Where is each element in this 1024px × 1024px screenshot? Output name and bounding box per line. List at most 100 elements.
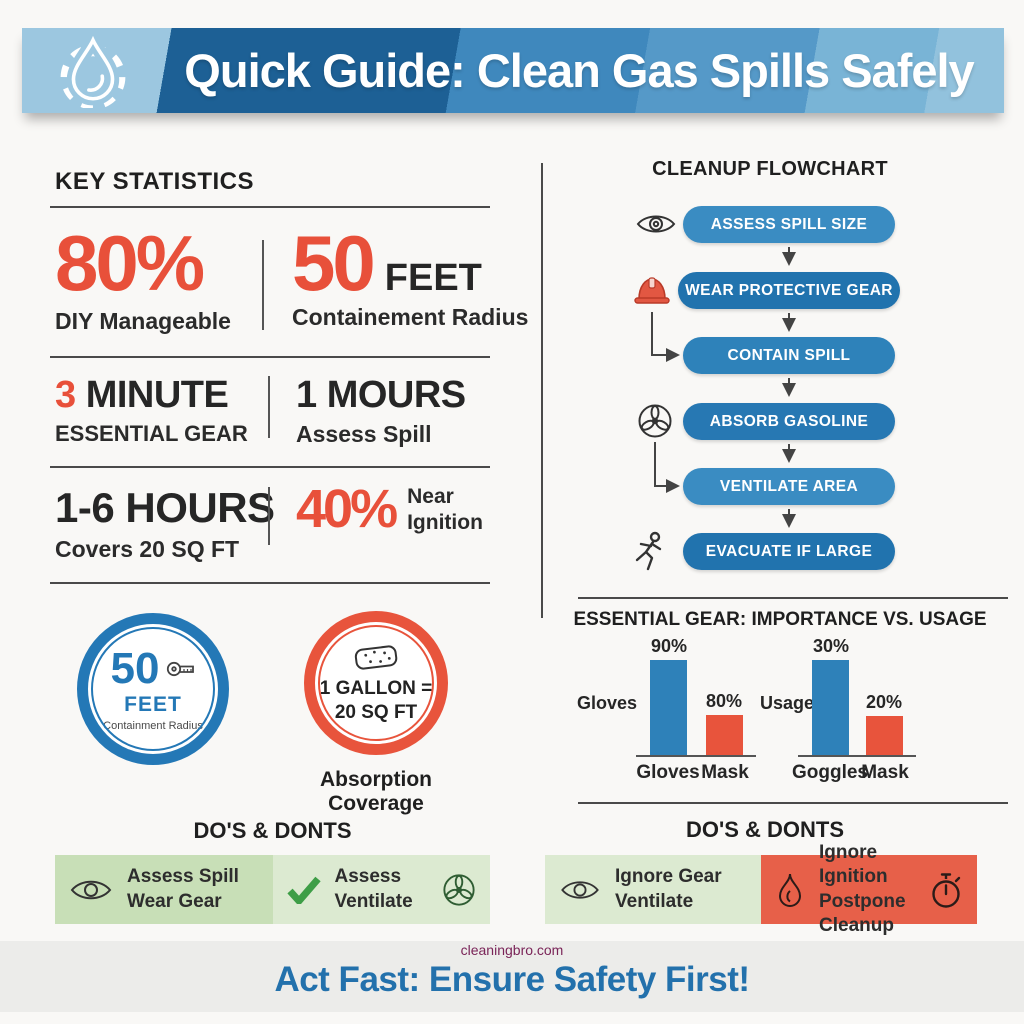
flow-step-contain-spill: CONTAIN SPILL bbox=[683, 337, 895, 374]
badge-unit: FEET bbox=[124, 692, 182, 716]
flow-step-wear-protective-gear: WEAR PROTECTIVE GEAR bbox=[678, 272, 900, 309]
stat-value: 50 bbox=[292, 219, 376, 307]
absorption-coverage-badge: 1 GALLON = 20 SQ FT bbox=[304, 611, 448, 755]
column-divider bbox=[541, 163, 543, 618]
badge-caption: Absorption Coverage bbox=[320, 768, 432, 815]
stat-label: ESSENTIAL GEAR bbox=[55, 421, 248, 446]
stat-covers-20-sqft: 1-6 HOURS Covers 20 SQ FT bbox=[55, 484, 275, 563]
stat-label-line1: Near bbox=[407, 485, 454, 509]
stat-label: Containement Radius bbox=[292, 304, 529, 331]
flowchart-title: CLEANUP FLOWCHART bbox=[652, 158, 888, 180]
stat-essential-gear: 3 MINUTE ESSENTIAL GEAR bbox=[55, 374, 248, 447]
stat-accent: 3 bbox=[55, 374, 76, 416]
do-item: Assess Spill Wear Gear bbox=[55, 855, 273, 924]
page-title: Quick Guide: Clean Gas Spills Safely bbox=[184, 44, 974, 97]
chart-bar bbox=[650, 660, 687, 755]
header-banner: Quick Guide: Clean Gas Spills Safely bbox=[22, 28, 1004, 113]
flow-step-ventilate-area: VENTILATE AREA bbox=[683, 468, 895, 505]
chart-bar bbox=[706, 715, 743, 755]
gear-droplet-icon bbox=[56, 34, 130, 108]
flow-step-absorb-gasoline: ABSORB GASOLINE bbox=[683, 403, 895, 440]
bar-x-label: Goggles bbox=[791, 762, 868, 783]
do-line2: Ventilate bbox=[334, 890, 413, 912]
containment-radius-badge: 50 FEET Containment Radius bbox=[77, 613, 229, 765]
eye-icon bbox=[559, 877, 601, 903]
bar-x-label: Mask bbox=[861, 762, 909, 783]
sponge-icon bbox=[352, 641, 400, 673]
dont-line2: Ventilate bbox=[615, 890, 694, 912]
stat-containment-radius: 50 FEET Containement Radius bbox=[292, 219, 529, 331]
site-url: cleaningbro.com bbox=[460, 942, 564, 958]
badge-value: 50 bbox=[110, 643, 160, 693]
do-line1: Assess bbox=[334, 866, 402, 888]
divider bbox=[268, 376, 270, 438]
dont-line1: Ignore Gear bbox=[615, 866, 722, 888]
divider bbox=[50, 466, 490, 468]
stat-value: 1-6 HOURS bbox=[55, 484, 275, 531]
dos-donts-left-title: DO'S & DONTS bbox=[193, 818, 352, 843]
stat-label: Assess Spill bbox=[296, 421, 432, 447]
flow-step-evacuate-if-large: EVACUATE IF LARGE bbox=[683, 533, 895, 570]
stat-label: DIY Manageable bbox=[55, 308, 231, 335]
dont-item: Ignore Gear Ventilate bbox=[545, 855, 761, 924]
divider bbox=[578, 802, 1008, 804]
chart-baseline bbox=[636, 755, 756, 757]
chart-side-label: Gloves bbox=[576, 693, 637, 713]
fan-icon bbox=[637, 403, 673, 439]
stat-assess-spill: 1 MOURS Assess Spill bbox=[296, 374, 466, 448]
badge-line1: 1 GALLON = bbox=[319, 678, 433, 700]
bar-value-label: 20% bbox=[865, 692, 903, 712]
checkmark-icon bbox=[286, 876, 321, 904]
bar-value-label: 80% bbox=[705, 691, 743, 711]
footer-title: Act Fast: Ensure Safety First! bbox=[274, 960, 750, 999]
flowchart-connectors bbox=[651, 247, 796, 528]
eye-icon bbox=[69, 876, 113, 904]
chart-side-label: Usage bbox=[760, 693, 815, 713]
dos-donts-left-panel: Assess Spill Wear Gear Assess Ventilate bbox=[55, 855, 490, 924]
divider bbox=[268, 487, 270, 545]
dont-line2: Postpone Cleanup bbox=[819, 890, 906, 936]
divider bbox=[50, 582, 490, 584]
chart-baseline bbox=[798, 755, 916, 757]
flame-icon bbox=[775, 872, 805, 908]
divider bbox=[50, 356, 490, 358]
dos-donts-right-title: DO'S & DONTS bbox=[685, 817, 845, 842]
hard-hat-icon bbox=[632, 274, 672, 306]
stat-unit: FEET bbox=[384, 257, 482, 299]
runner-icon bbox=[628, 531, 668, 575]
badge-caption: Containment Radius bbox=[103, 719, 203, 732]
chart-bar bbox=[812, 660, 849, 755]
chart-bar bbox=[866, 716, 903, 755]
stat-value: 80% bbox=[55, 219, 205, 307]
footer-band: cleaningbro.com Act Fast: Ensure Safety … bbox=[0, 941, 1024, 1012]
stat-label-line2: Ignition bbox=[407, 510, 483, 534]
key-statistics-title: KEY STATISTICS bbox=[55, 168, 255, 195]
fan-icon bbox=[442, 873, 476, 907]
stat-value: 1 MOURS bbox=[296, 374, 466, 416]
stat-near-ignition: 40% Near Ignition bbox=[296, 479, 483, 539]
bar-x-label: Mask bbox=[701, 762, 749, 783]
stat-label: Covers 20 SQ FT bbox=[55, 536, 240, 562]
do-item: Assess Ventilate bbox=[272, 855, 490, 924]
do-line2: Wear Gear bbox=[127, 890, 222, 912]
stat-value: MINUTE bbox=[85, 374, 229, 416]
bar-value-label: 90% bbox=[650, 636, 688, 656]
flow-step-assess-spill-size: ASSESS SPILL SIZE bbox=[683, 206, 895, 243]
badge-line2: 20 SQ FT bbox=[334, 702, 418, 723]
bar-value-label: 30% bbox=[812, 636, 850, 656]
stopwatch-icon bbox=[929, 871, 963, 909]
divider bbox=[50, 206, 490, 208]
bar-x-label: Gloves bbox=[636, 762, 700, 783]
dos-donts-right-panel: Ignore Gear Ventilate Ignore Ignition Po… bbox=[545, 842, 977, 936]
stat-value: 40% bbox=[296, 479, 398, 539]
chart-title: ESSENTIAL GEAR: IMPORTANCE VS. USAGE bbox=[573, 609, 987, 630]
dont-line1: Ignore Ignition bbox=[819, 841, 888, 888]
divider bbox=[578, 597, 1008, 599]
eye-icon bbox=[636, 211, 676, 237]
stat-diy-manageable: 80% DIY Manageable bbox=[55, 219, 231, 335]
dont-item: Ignore Ignition Postpone Cleanup bbox=[761, 842, 977, 936]
divider bbox=[262, 240, 264, 330]
do-line1: Assess Spill bbox=[127, 866, 239, 888]
tape-measure-icon bbox=[165, 659, 195, 679]
